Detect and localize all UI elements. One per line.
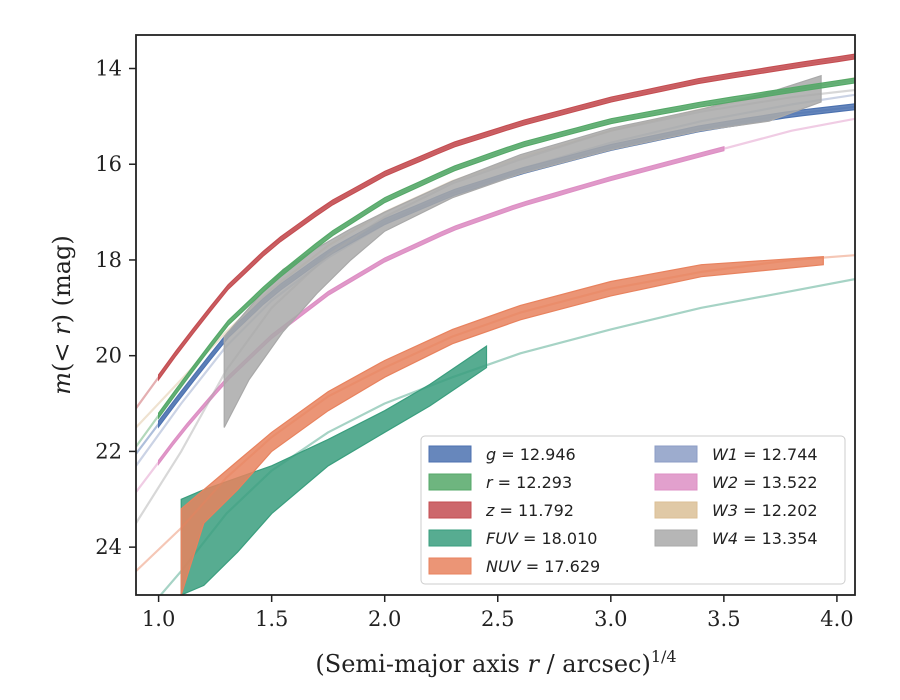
y-tick-label: 18 — [95, 248, 122, 272]
plot-frame — [135, 34, 856, 596]
ticks-layer: 1.0 1.5 2.0 2.5 3.0 3.5 4.0 14 16 18 20 22 24 — [95, 57, 853, 631]
legend-label-r: r = 12.293 — [486, 473, 572, 492]
y-axis-label: m(< r) (mag) — [48, 235, 76, 395]
legend-swatch-w3 — [654, 501, 698, 519]
x-tick-label: 1.0 — [142, 607, 175, 631]
x-tick-label: 2.0 — [368, 607, 401, 631]
legend-label-w3: W3 = 12.202 — [712, 501, 818, 520]
series-w2-band — [158, 146, 725, 466]
legend-label-g: g = 12.946 — [486, 445, 576, 464]
legend-swatch-r — [428, 473, 472, 491]
legend-label-fuv: FUV = 18.010 — [486, 529, 597, 548]
legend-label-w2: W2 = 13.522 — [712, 473, 818, 492]
legend-label-w4: W4 = 13.354 — [712, 529, 818, 548]
series-r-band — [158, 77, 855, 420]
legend-label-w1: W1 = 12.744 — [712, 445, 818, 464]
series-w1-model-line — [136, 93, 855, 467]
legend-label-z: z = 11.792 — [485, 501, 574, 520]
series-layer — [136, 53, 855, 595]
series-nuv-band — [180, 255, 824, 595]
y-tick-label: 16 — [95, 152, 122, 176]
series-w4-band — [223, 74, 822, 428]
series-fuv-band — [180, 344, 488, 595]
y-tick-label: 24 — [95, 535, 122, 559]
legend-swatch-z — [428, 501, 472, 519]
legend-swatch-nuv — [428, 557, 472, 575]
series-z-band — [158, 53, 855, 382]
legend-swatch-g — [428, 445, 472, 463]
legend-label-nuv: NUV = 17.629 — [486, 557, 600, 576]
y-tick-label: 20 — [95, 344, 122, 368]
y-tick-label: 14 — [95, 57, 122, 81]
legend-swatch-fuv — [428, 529, 472, 547]
x-axis-label: (Semi-major axis r / arcsec)1/4 — [315, 647, 676, 678]
legend: g = 12.946 r = 12.293 z = 11.792 FUV = 18.0… — [420, 435, 846, 585]
legend-swatch-w2 — [654, 473, 698, 491]
x-tick-label: 1.5 — [255, 607, 288, 631]
legend-box — [420, 435, 846, 585]
x-tick-label: 3.0 — [594, 607, 627, 631]
legend-swatch-w1 — [654, 445, 698, 463]
legend-swatch-w4 — [654, 529, 698, 547]
x-tick-label: 2.5 — [481, 607, 514, 631]
x-tick-label: 3.5 — [707, 607, 740, 631]
y-tick-label: 22 — [95, 439, 122, 463]
series-g-model-line — [136, 105, 855, 455]
x-tick-label: 4.0 — [820, 607, 853, 631]
